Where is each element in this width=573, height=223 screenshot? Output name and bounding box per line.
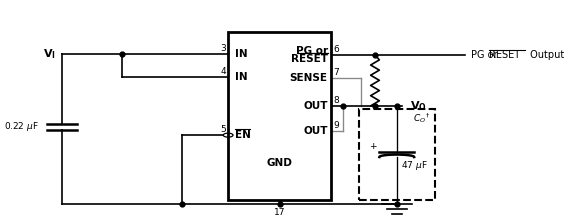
Text: +: + — [369, 142, 376, 151]
Text: 5: 5 — [220, 125, 226, 134]
Text: PG or: PG or — [296, 46, 328, 56]
Bar — [359, 109, 435, 200]
Text: IN: IN — [235, 49, 248, 59]
Text: $\mathbf{V_O}$: $\mathbf{V_O}$ — [410, 99, 427, 113]
Text: $\mathbf{V_I}$: $\mathbf{V_I}$ — [43, 47, 56, 61]
Text: 3: 3 — [220, 44, 226, 53]
Text: RESET: RESET — [291, 54, 328, 64]
Text: 17: 17 — [274, 209, 285, 217]
Text: RESET: RESET — [489, 50, 520, 60]
Text: 6: 6 — [333, 45, 339, 54]
Bar — [228, 32, 332, 200]
Text: 4: 4 — [221, 67, 226, 76]
Text: $C_O$$^\dagger$: $C_O$$^\dagger$ — [413, 111, 431, 125]
Text: PG or: PG or — [471, 50, 501, 60]
Text: 8: 8 — [333, 96, 339, 105]
Text: 7: 7 — [333, 68, 339, 77]
Text: 47 $\mu$F: 47 $\mu$F — [401, 159, 428, 172]
Text: OUT: OUT — [303, 101, 328, 111]
Text: IN: IN — [235, 72, 248, 83]
Text: 9: 9 — [333, 121, 339, 130]
Text: SENSE: SENSE — [290, 73, 328, 83]
Text: OUT: OUT — [303, 126, 328, 136]
Text: 0.22 $\mu$F: 0.22 $\mu$F — [4, 120, 39, 133]
Text: Output: Output — [527, 50, 564, 60]
Text: EN: EN — [235, 130, 250, 140]
Text: GND: GND — [267, 158, 293, 168]
